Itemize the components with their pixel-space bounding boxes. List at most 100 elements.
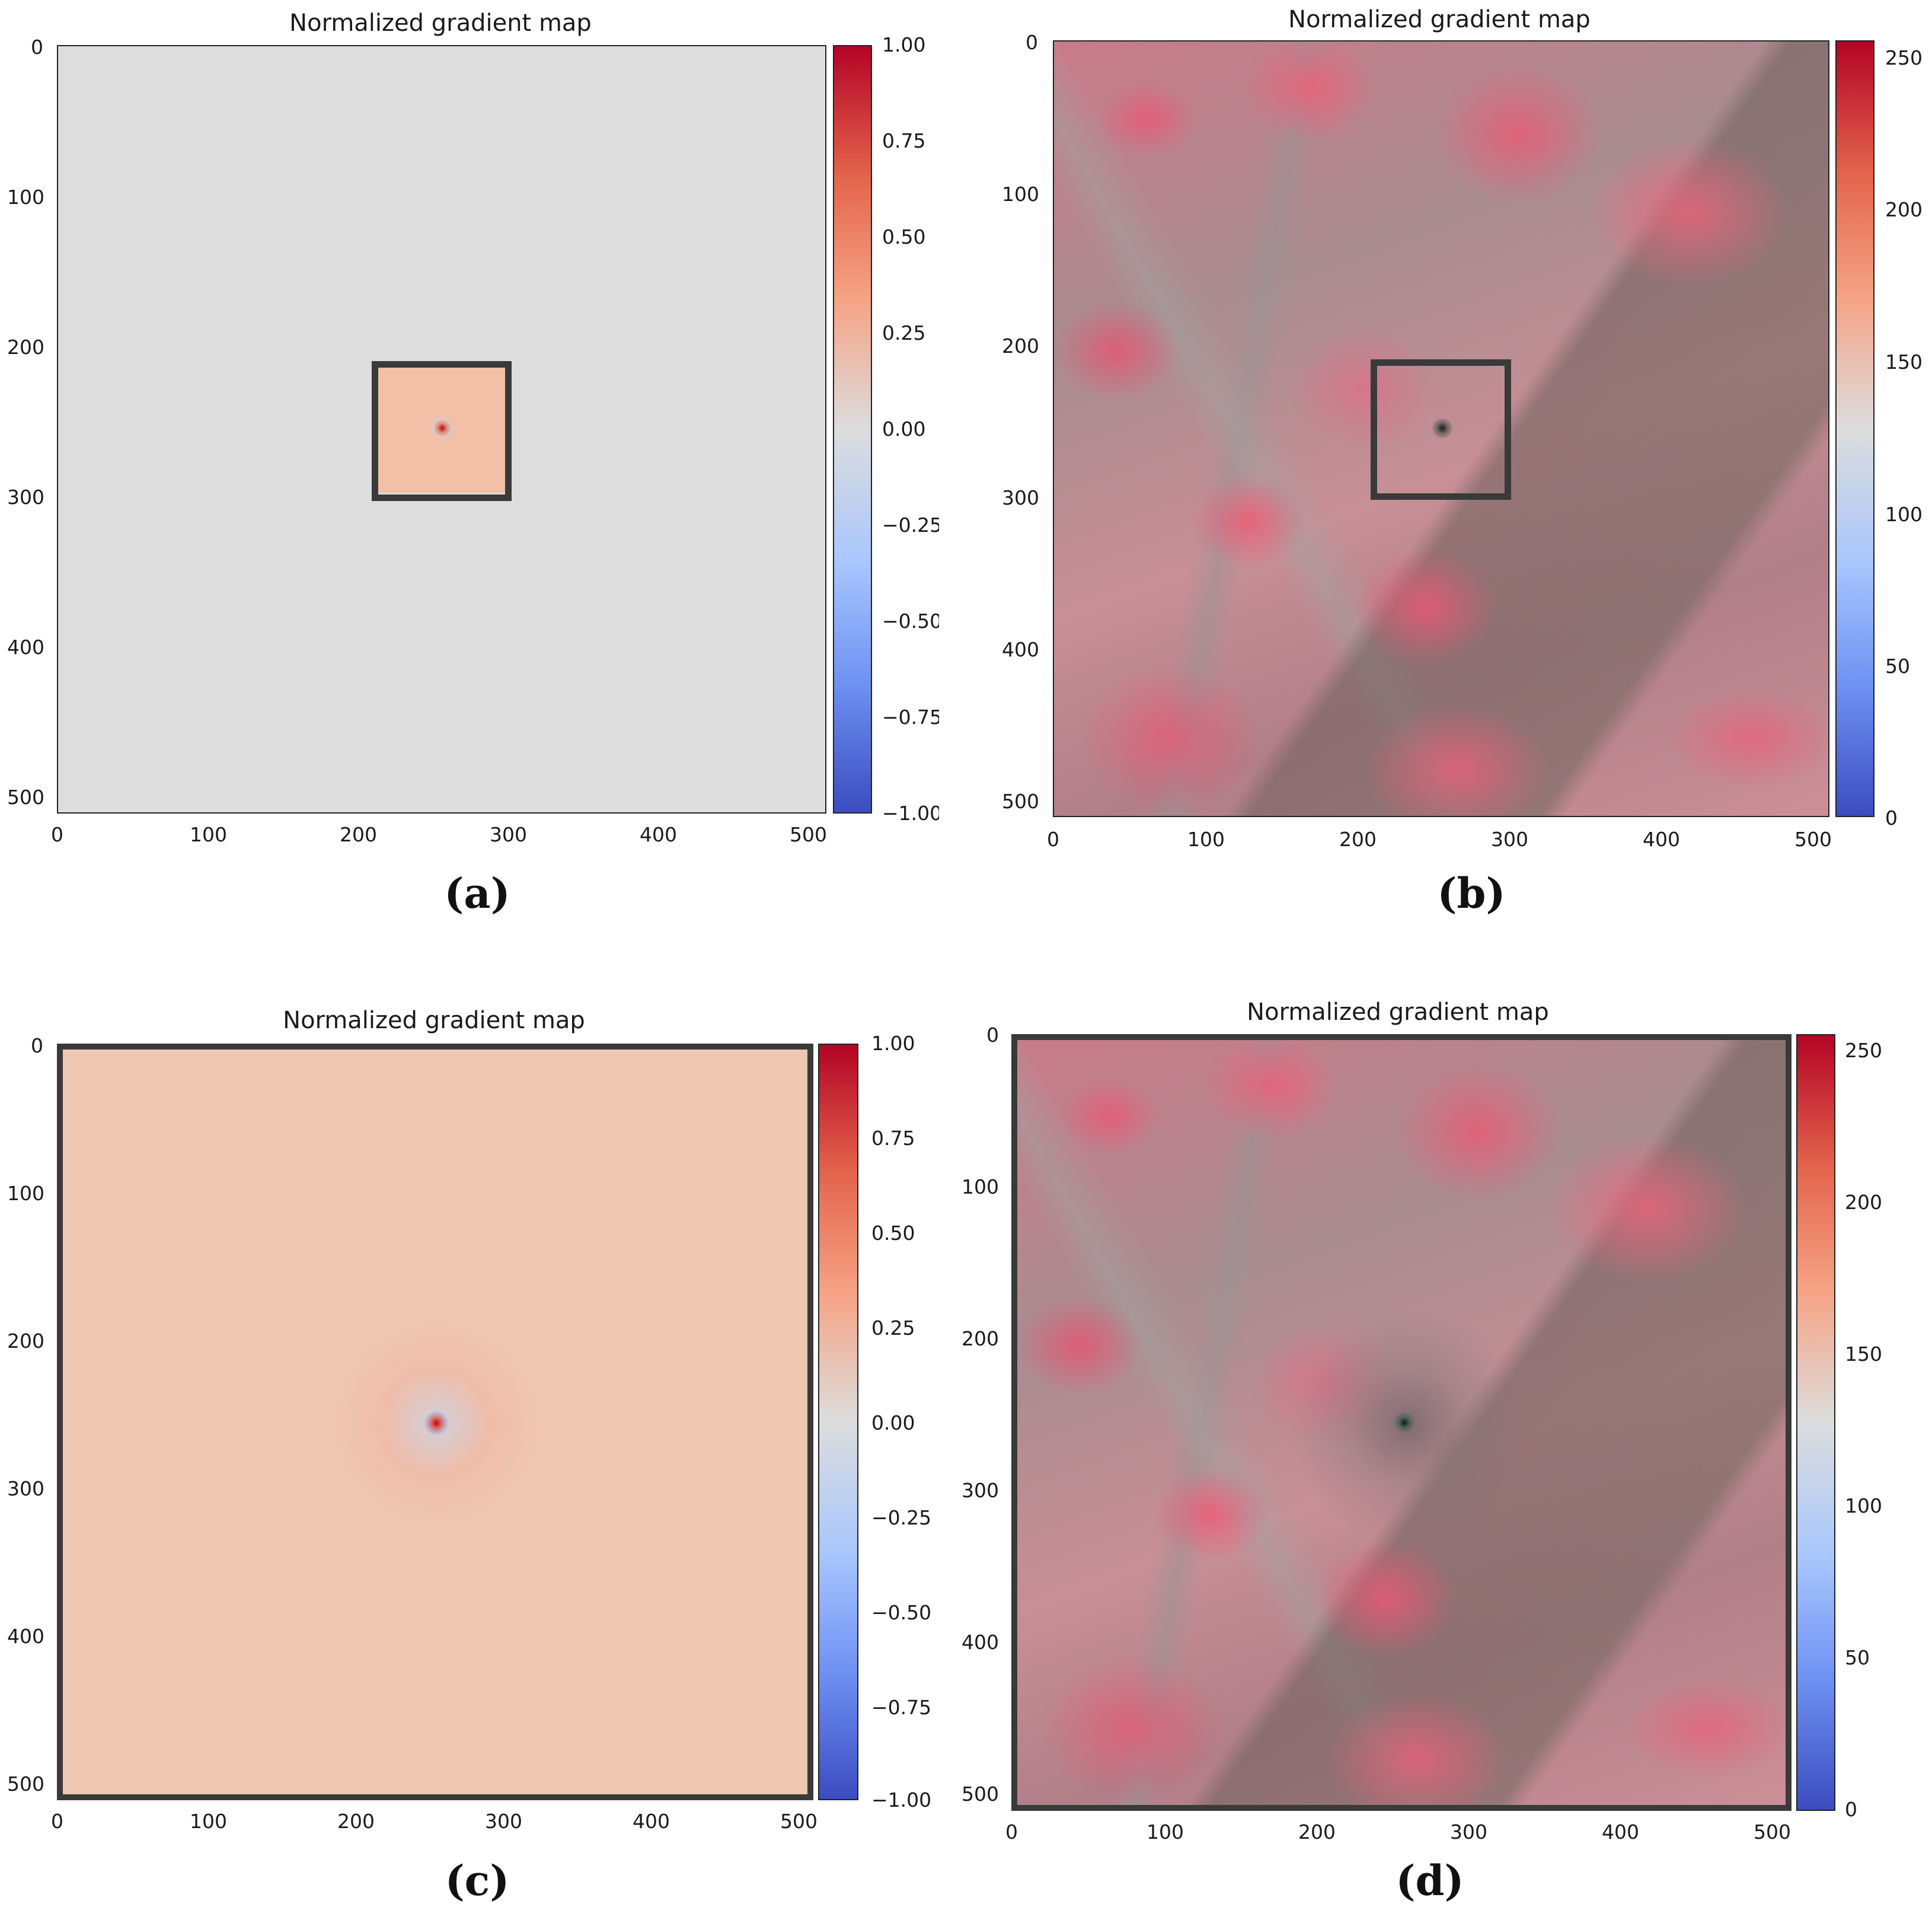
panel-b-xtick-1: 100: [1187, 828, 1225, 851]
panel-b-ytick-2: 200: [1002, 334, 1039, 358]
panel-c-title: Normalized gradient map: [283, 1007, 585, 1034]
panel-d-xtick-5: 500: [1754, 1820, 1791, 1844]
panel-a-xtick-1: 100: [190, 823, 227, 846]
panel-c-cbtick-1: 0.75: [871, 1127, 915, 1150]
panel-b-ytick-0: 0: [1026, 31, 1038, 54]
panel-a-cbtick-2: 0.50: [882, 225, 926, 248]
panel-c-cbtick-0: 1.00: [871, 1032, 915, 1055]
panel-b-hotspot: [1432, 418, 1452, 438]
panel-a-highlight-box: [372, 361, 512, 501]
panel-a-xtick-4: 400: [640, 823, 677, 846]
panel-a-hotspot: [432, 417, 453, 439]
panel-a-cbtick-8: −1.00: [882, 802, 939, 825]
panel-a-ytick-3: 300: [7, 486, 44, 509]
panel-a-xtick-3: 300: [490, 823, 527, 846]
panel-b-ytick-3: 300: [1002, 486, 1039, 509]
panel-d-cbtick-4: 50: [1845, 1646, 1870, 1669]
panel-a-title: Normalized gradient map: [289, 9, 592, 37]
panel-d-xtick-4: 400: [1602, 1820, 1639, 1844]
panel-d-ytick-0: 0: [986, 1023, 999, 1047]
panel-c-hotspot: [424, 1411, 448, 1435]
panel-c-xtick-4: 400: [633, 1810, 670, 1833]
panel-c-ytick-3: 300: [7, 1477, 44, 1500]
panel-c-ytick-5: 500: [7, 1772, 44, 1795]
panel-d-ytick-1: 100: [962, 1175, 999, 1198]
panel-b-label: (b): [1437, 869, 1506, 918]
panel-b-cbtick-3: 100: [1885, 503, 1923, 526]
panel-d-ytick-5: 500: [962, 1782, 999, 1806]
panel-d-cbtick-0: 250: [1845, 1039, 1882, 1062]
panel-a-cbtick-0: 1.00: [882, 33, 926, 56]
panel-c-plot: [57, 1044, 813, 1800]
panel-b-highlight-box: [1371, 359, 1511, 500]
panel-d-xtick-3: 300: [1450, 1820, 1487, 1844]
panel-d-cbtick-3: 100: [1845, 1494, 1882, 1517]
panel-c-ytick-4: 400: [7, 1625, 44, 1648]
panel-b-colorbar: [1835, 40, 1874, 817]
panel-d-hotspot: [1394, 1412, 1414, 1433]
panel-d-label: (d): [1395, 1856, 1464, 1905]
panel-d-plot: [1011, 1034, 1792, 1811]
panel-a-cbtick-1: 0.75: [882, 129, 926, 152]
panel-c-cbtick-2: 0.50: [871, 1221, 915, 1245]
panel-c-cbtick-7: −0.75: [871, 1696, 932, 1719]
panel-d-colorbar: [1796, 1034, 1835, 1811]
panel-c-xtick-1: 100: [190, 1810, 227, 1833]
panel-c-xtick-2: 200: [337, 1810, 375, 1833]
panel-a-cbtick-6: −0.50: [882, 610, 939, 633]
panel-c-xtick-0: 0: [51, 1810, 63, 1833]
panel-c-xtick-3: 300: [485, 1810, 522, 1833]
panel-c-ytick-0: 0: [31, 1034, 43, 1057]
panel-d-xtick-2: 200: [1298, 1820, 1336, 1844]
panel-c-cbtick-5: −0.25: [871, 1506, 932, 1529]
panel-c-ytick-1: 100: [7, 1182, 44, 1205]
panel-a-cbtick-4: 0.00: [882, 417, 926, 441]
panel-d-cbtick-1: 200: [1845, 1191, 1882, 1214]
panel-a-label: (a): [444, 869, 510, 918]
panel-d-xtick-1: 100: [1147, 1820, 1184, 1844]
panel-b-xtick-3: 300: [1491, 828, 1528, 851]
panel-b-ytick-4: 400: [1002, 638, 1039, 661]
panel-b-cbtick-4: 50: [1885, 655, 1910, 678]
panel-a-ytick-0: 0: [31, 36, 43, 59]
panel-c-ytick-2: 200: [7, 1329, 44, 1353]
panel-c-cbtick-8: −1.00: [871, 1788, 932, 1811]
panel-b-title: Normalized gradient map: [1288, 6, 1591, 33]
panel-d-cbtick-5: 0: [1845, 1798, 1857, 1821]
panel-d-ytick-3: 300: [962, 1479, 999, 1502]
panel-a-plot: [57, 45, 826, 814]
panel-c-cbtick-6: −0.50: [871, 1601, 932, 1624]
panel-a-cbtick-3: 0.25: [882, 321, 926, 345]
panel-b-cbtick-2: 150: [1885, 350, 1923, 374]
panel-b-xtick-2: 200: [1339, 828, 1377, 851]
panel-a-colorbar: [833, 45, 872, 814]
panel-b-cbtick-0: 250: [1885, 46, 1923, 69]
panel-a-ytick-5: 500: [7, 786, 44, 809]
panel-a-cbtick-7: −0.75: [882, 706, 939, 729]
panel-b-xtick-4: 400: [1643, 828, 1680, 851]
panel-b-cbtick-5: 0: [1885, 806, 1898, 830]
panel-d-cbtick-2: 150: [1845, 1342, 1882, 1366]
panel-a-cbtick-5: −0.25: [882, 514, 939, 537]
panel-b-ytick-5: 500: [1002, 790, 1039, 813]
panel-d-title: Normalized gradient map: [1247, 999, 1549, 1026]
panel-d-ytick-2: 200: [962, 1327, 999, 1350]
panel-c-label: (c): [445, 1856, 510, 1905]
panel-c-colorbar: [818, 1044, 858, 1800]
panel-a-xtick-0: 0: [51, 823, 63, 846]
panel-a-xtick-2: 200: [340, 823, 377, 846]
panel-b-cbtick-1: 200: [1885, 198, 1923, 221]
panel-c-cbtick-3: 0.25: [871, 1316, 915, 1339]
panel-b-plot: [1053, 40, 1829, 817]
panel-c-cbtick-4: 0.00: [871, 1411, 915, 1434]
panel-a-ytick-1: 100: [7, 186, 44, 209]
panel-a-ytick-4: 400: [7, 636, 44, 659]
panel-a-ytick-2: 200: [7, 336, 44, 359]
panel-c-xtick-5: 500: [780, 1810, 817, 1833]
panel-b-xtick-0: 0: [1047, 828, 1059, 851]
panel-b-ytick-1: 100: [1002, 183, 1039, 206]
panel-b-xtick-5: 500: [1794, 828, 1832, 851]
panel-a-xtick-5: 500: [790, 823, 827, 846]
panel-d-ytick-4: 400: [962, 1631, 999, 1654]
panel-d-xtick-0: 0: [1005, 1820, 1018, 1844]
